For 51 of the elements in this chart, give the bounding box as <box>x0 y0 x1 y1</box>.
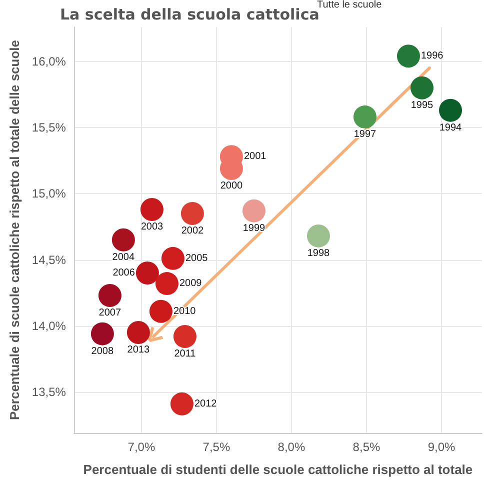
point <box>242 199 266 222</box>
point <box>98 284 122 307</box>
series-label: 2000 <box>220 180 244 192</box>
y-tick-label: 13,5% <box>32 385 66 400</box>
series-label: 2007 <box>98 307 122 318</box>
series-label: 2011 <box>174 348 196 360</box>
series-label: 2003 <box>140 222 164 232</box>
series-label: 2009 <box>179 278 202 290</box>
series-label: 2013 <box>127 344 150 356</box>
y-tick-label: 15,0% <box>32 186 66 201</box>
y-tick-label: 14,5% <box>32 252 66 267</box>
point <box>136 261 159 284</box>
x-tick-label: 8,5% <box>352 440 380 454</box>
y-axis-title: Percentuale di scuole cattoliche rispetto al totale delle scuole <box>7 40 22 420</box>
y-tick-label: 15,5% <box>32 120 66 135</box>
series-label: 1998 <box>307 248 330 259</box>
point <box>161 246 184 270</box>
point <box>155 272 178 296</box>
point <box>112 228 135 252</box>
point <box>90 322 114 346</box>
point <box>397 44 420 68</box>
point <box>126 320 150 344</box>
series-label: 2008 <box>91 346 114 357</box>
point <box>410 76 434 100</box>
point <box>306 224 330 248</box>
point <box>170 392 194 416</box>
series-label: 2012 <box>194 398 218 410</box>
point <box>439 98 462 122</box>
chart-title: La scelta della scuola cattolica <box>60 6 320 24</box>
text: Tutte le scuole <box>317 0 382 10</box>
x-tick-label: 7,5% <box>202 440 230 454</box>
x-tick-label: 9,0% <box>428 440 456 454</box>
y-tick-label: 16,0% <box>32 54 66 68</box>
point <box>140 198 164 221</box>
series-label: 1994 <box>439 122 462 134</box>
point <box>180 202 204 225</box>
point <box>354 105 376 128</box>
series-label: 2006 <box>112 267 136 278</box>
point <box>173 324 196 348</box>
series-label: 2002 <box>181 225 204 236</box>
series-label: 1996 <box>420 50 444 62</box>
y-tick-label: 14,0% <box>32 318 66 333</box>
series-label: 2001 <box>244 151 267 162</box>
series-label: 1995 <box>410 100 434 111</box>
x-tick-label: 7,0% <box>128 440 156 454</box>
series-label: 1999 <box>242 222 266 234</box>
series-label: 2005 <box>185 252 208 264</box>
x-tick-label: 8,0% <box>278 440 306 454</box>
point <box>149 300 172 323</box>
x-axis-title: Percentuale di studenti delle scuole cattoliche rispetto al totale <box>83 462 473 477</box>
series-label: 2004 <box>112 252 135 263</box>
